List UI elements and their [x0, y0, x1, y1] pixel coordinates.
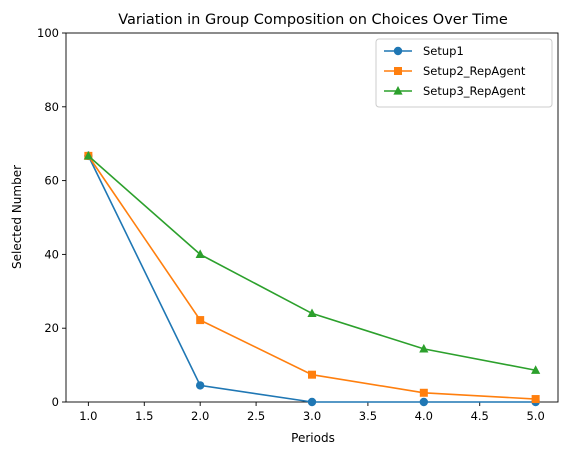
- legend-item: Setup1: [384, 44, 464, 58]
- x-axis-label: Periods: [291, 431, 335, 445]
- x-tick-label: 2.0: [191, 409, 209, 423]
- series-setup3-repagent: [83, 150, 541, 374]
- x-tick-label: 3.0: [303, 409, 321, 423]
- data-point: [195, 381, 205, 390]
- x-tick-label: 1.0: [79, 409, 97, 423]
- legend-item: Setup3_RepAgent: [384, 84, 526, 98]
- legend-label: Setup1: [423, 44, 464, 58]
- data-point: [419, 343, 429, 353]
- x-tick-label: 3.5: [359, 409, 377, 423]
- data-point: [308, 370, 316, 379]
- legend-box: [375, 38, 553, 108]
- y-tick-label: 80: [44, 100, 59, 114]
- y-tick-label: 60: [44, 174, 59, 188]
- y-tick-label: 40: [44, 247, 59, 261]
- y-tick-label: 100: [37, 26, 59, 40]
- data-point: [196, 316, 205, 325]
- series-line: [87, 155, 536, 372]
- y-tick-label: 0: [52, 395, 59, 409]
- plot-area: 1.0 1.5 2.0 2.5 3.0 3.5 4.0 4.5 5.0 0 20 40 60 80 100: [37, 26, 559, 423]
- chart-title: Variation in Group Composition on Choice…: [118, 12, 508, 28]
- data-point: [195, 249, 205, 258]
- data-point: [419, 388, 428, 397]
- legend-marker: [393, 46, 403, 56]
- legend-marker: [393, 86, 403, 95]
- x-tick-label: 5.0: [526, 409, 544, 423]
- data-point: [83, 150, 93, 160]
- x-tick-label: 1.5: [135, 409, 153, 423]
- x-tick-label: 4.0: [415, 409, 433, 423]
- x-tick-label: 4.5: [471, 409, 489, 423]
- y-axis-label: Selected Number: [10, 165, 24, 269]
- y-tick-label: 20: [44, 321, 59, 335]
- legend-label: Setup3_RepAgent: [423, 84, 526, 98]
- x-tick-label: 2.5: [247, 409, 265, 423]
- data-point: [531, 365, 541, 374]
- data-point: [307, 397, 317, 407]
- data-point: [307, 308, 317, 318]
- series-line: [87, 155, 536, 400]
- data-point: [419, 397, 429, 407]
- data-point: [531, 395, 540, 404]
- legend-label: Setup2_RepAgent: [423, 64, 526, 78]
- series-setup2-repagent: [84, 151, 540, 404]
- series-setup1: [84, 151, 540, 407]
- series-line: [87, 155, 536, 403]
- legend-marker: [394, 67, 402, 75]
- legend-item: Setup2_RepAgent: [384, 64, 526, 78]
- legend: Setup1 Setup2_RepAgent Setup3_RepAgent: [375, 38, 553, 108]
